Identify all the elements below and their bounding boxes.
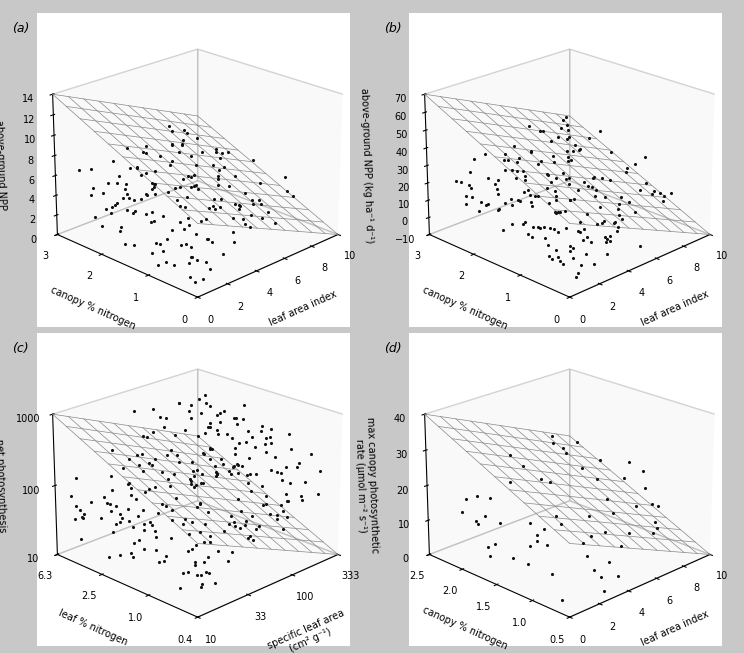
Text: (c): (c)	[12, 342, 28, 355]
X-axis label: leaf area index: leaf area index	[639, 609, 710, 648]
X-axis label: leaf area index: leaf area index	[639, 289, 710, 328]
Y-axis label: canopy % nitrogen: canopy % nitrogen	[421, 605, 509, 651]
X-axis label: leaf area index: leaf area index	[267, 289, 338, 328]
Y-axis label: leaf % nitrogen: leaf % nitrogen	[57, 609, 129, 648]
Y-axis label: canopy % nitrogen: canopy % nitrogen	[421, 285, 509, 331]
Y-axis label: canopy % nitrogen: canopy % nitrogen	[49, 285, 137, 331]
Text: (b): (b)	[384, 22, 401, 35]
Text: (a): (a)	[12, 22, 29, 35]
Text: (d): (d)	[384, 342, 401, 355]
X-axis label: specific leaf area
(cm² g⁻¹): specific leaf area (cm² g⁻¹)	[266, 609, 350, 653]
